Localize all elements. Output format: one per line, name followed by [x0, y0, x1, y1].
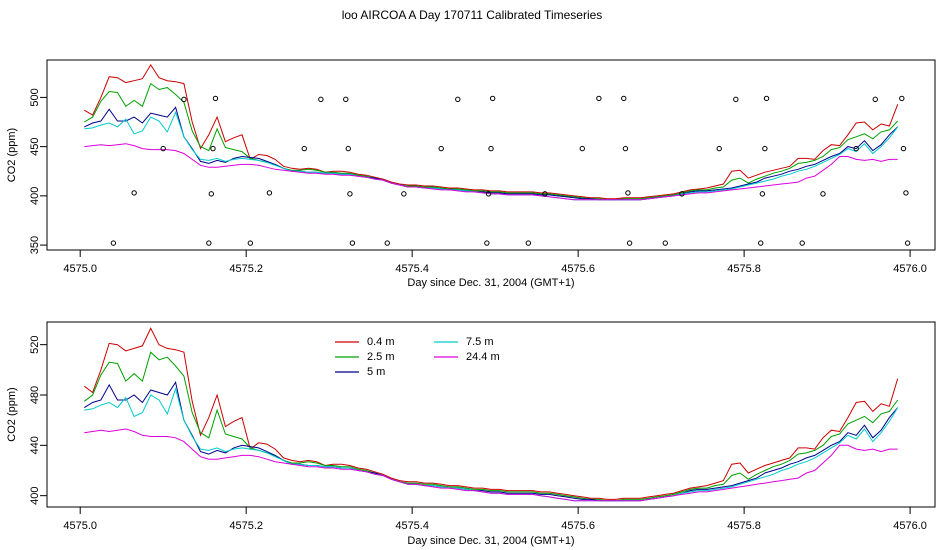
- calibration-point: [212, 95, 219, 102]
- plot-frame: [46, 321, 936, 508]
- series-line-0-4-m: [83, 327, 899, 500]
- x-tick-label: 4576.0: [893, 520, 927, 532]
- calibration-point: [903, 190, 909, 196]
- legend-label: 24.4 m: [466, 351, 500, 363]
- calibration-point: [343, 96, 349, 103]
- x-tick-label: 4575.2: [229, 520, 263, 532]
- x-tick-label: 4575.4: [395, 263, 429, 275]
- calibration-point: [662, 240, 668, 246]
- calibration-point: [489, 95, 496, 102]
- calibration-point: [131, 190, 137, 196]
- calibration-point: [438, 145, 444, 152]
- calibration-point: [210, 145, 216, 152]
- calibration-point: [759, 191, 766, 197]
- y-axis-label: CO2 (ppm): [6, 387, 18, 441]
- y-tick-label: 450: [29, 137, 41, 155]
- x-axis-label: Day since Dec. 31, 2004 (GMT+1): [407, 535, 574, 547]
- x-tick-label: 4575.0: [63, 520, 97, 532]
- series-line-7-5-m: [84, 386, 899, 502]
- calibration-point: [349, 240, 356, 246]
- y-tick-label: 480: [29, 386, 41, 404]
- bottom-panel: 4575.0 4575.2 4575.4 4575.6 4575.8 4576.0 400 4…: [6, 321, 936, 547]
- calibration-point: [622, 145, 629, 152]
- calibration-point: [899, 95, 905, 102]
- x-tick-label: 4575.8: [727, 263, 761, 275]
- calibration-point: [820, 191, 826, 197]
- calibration-point: [763, 95, 770, 102]
- x-tick-label: 4575.4: [395, 520, 429, 532]
- y-tick-label: 350: [29, 236, 41, 254]
- legend: 0.4 m 2.5 m 5 m 7.5 m 24.4 m: [335, 336, 500, 378]
- calibration-point: [455, 96, 461, 103]
- calibration-point: [900, 145, 907, 152]
- x-tick-label: 4575.2: [229, 263, 263, 275]
- calibration-point: [758, 240, 764, 246]
- calibration-point: [266, 190, 273, 196]
- calibration-point: [762, 145, 768, 152]
- series-line-5-m: [84, 381, 899, 502]
- calibration-point: [716, 145, 722, 152]
- calibration-point: [208, 191, 215, 197]
- y-axis-label: CO2 (ppm): [6, 128, 18, 182]
- y-tick-label: 400: [29, 486, 41, 504]
- calibration-point: [384, 240, 390, 246]
- x-tick-label: 4575.8: [727, 520, 761, 532]
- calibration-point: [247, 240, 254, 246]
- top-panel: 4575.0 4575.2 4575.4 4575.6 4575.8 4576.0 350 4…: [6, 59, 936, 289]
- series-line-2-5-m: [83, 351, 899, 502]
- calibration-point: [347, 191, 353, 197]
- x-tick-label: 4575.0: [63, 263, 97, 275]
- x-tick-label: 4575.6: [561, 520, 595, 532]
- calibration-point: [679, 191, 685, 197]
- x-tick-label: 4576.0: [893, 263, 927, 275]
- y-tick-label: 520: [29, 335, 41, 353]
- calibration-point: [401, 191, 407, 197]
- series-line-2-5-m: [84, 82, 899, 201]
- calibration-point: [542, 191, 548, 197]
- calibration-point: [160, 145, 166, 152]
- calibration-point: [318, 96, 324, 103]
- calibration-point: [488, 145, 494, 152]
- calibration-point: [345, 145, 351, 152]
- plot-frame: [46, 59, 936, 251]
- calibration-point: [596, 95, 602, 102]
- calibration-point: [733, 96, 739, 103]
- calibration-point: [110, 240, 117, 246]
- calibration-point: [621, 95, 627, 102]
- calibration-point: [626, 240, 633, 246]
- calibration-point: [625, 190, 631, 196]
- calibration-point: [525, 240, 532, 246]
- series-line-5-m: [84, 106, 899, 201]
- y-tick-label: 400: [29, 187, 41, 205]
- x-axis-label: Day since Dec. 31, 2004 (GMT+1): [407, 277, 574, 289]
- figure-title: loo AIRCOA A Day 170711 Calibrated Times…: [342, 8, 603, 22]
- legend-label: 7.5 m: [466, 336, 494, 348]
- legend-label: 0.4 m: [367, 336, 395, 348]
- legend-label: 2.5 m: [367, 351, 395, 363]
- calibration-point: [799, 240, 805, 246]
- calibration-point: [872, 96, 878, 103]
- y-tick-label: 440: [29, 436, 41, 454]
- legend-label: 5 m: [367, 366, 385, 378]
- calibration-point: [206, 240, 212, 246]
- series-line-7-5-m: [84, 110, 899, 201]
- calibration-point: [485, 191, 492, 197]
- x-tick-label: 4575.6: [561, 263, 595, 275]
- calibration-point: [853, 145, 859, 152]
- calibration-point: [301, 145, 307, 152]
- series-line-0-4-m: [84, 63, 899, 200]
- series-line-24-4-m: [84, 428, 898, 502]
- calibration-point: [484, 240, 490, 246]
- calibration-point: [904, 240, 911, 246]
- y-tick-label: 500: [29, 88, 41, 106]
- calibration-point: [579, 145, 585, 152]
- calibration-point: [181, 96, 187, 103]
